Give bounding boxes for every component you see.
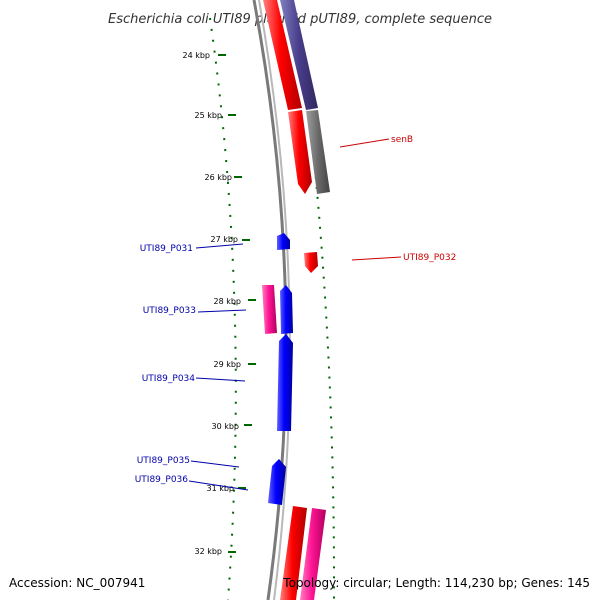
feature-lower-pink[interactable] xyxy=(300,508,326,600)
gene-uti89-p032[interactable] xyxy=(304,252,318,273)
leader-uti89-p035 xyxy=(190,460,240,468)
gene-label-uti89-p033[interactable]: UTI89_P033 xyxy=(143,306,196,316)
map-title: Escherichia coli UTI89 plasmid pUTI89, c… xyxy=(108,12,492,27)
tick-label-31kbp: 31 kbp xyxy=(206,484,234,493)
gene-label-uti89-p031[interactable]: UTI89_P031 xyxy=(140,244,193,254)
gene-uti89-p033-pink[interactable] xyxy=(262,285,277,334)
tick-label-28kbp: 28 kbp xyxy=(213,297,241,306)
gene-label-uti89-p035[interactable]: UTI89_P035 xyxy=(137,456,190,466)
accession-text: Accession: NC_007941 xyxy=(9,576,145,590)
gene-label-senb[interactable]: senB xyxy=(391,135,413,145)
leader-uti89-p031 xyxy=(195,243,244,249)
gene-uti89-p031[interactable] xyxy=(277,233,290,250)
gene-uti89-p034[interactable] xyxy=(277,334,293,431)
leader-senb xyxy=(339,138,390,148)
gc-skew-inner-arc xyxy=(209,17,237,600)
leader-uti89-p032 xyxy=(351,256,402,261)
tick-label-32kbp: 32 kbp xyxy=(194,547,222,556)
gene-label-uti89-p034[interactable]: UTI89_P034 xyxy=(142,374,196,384)
leader-uti89-p034 xyxy=(195,377,246,382)
cds-feature-senb-red[interactable] xyxy=(288,110,312,194)
tick-label-26kbp: 26 kbp xyxy=(204,173,232,182)
tick-label-29kbp: 29 kbp xyxy=(213,360,241,369)
tick-marks xyxy=(218,54,256,553)
gene-uti89-p036[interactable] xyxy=(268,459,286,505)
tick-label-30kbp: 30 kbp xyxy=(211,422,239,431)
leader-uti89-p033 xyxy=(197,309,247,313)
feature-slate-upper[interactable] xyxy=(280,0,318,110)
tick-label-27kbp: 27 kbp xyxy=(210,235,238,244)
cds-feature-upper-red[interactable] xyxy=(263,0,302,110)
tick-label-25kbp: 25 kbp xyxy=(194,111,222,120)
feature-grey-senb[interactable] xyxy=(306,110,330,194)
gene-uti89-p033[interactable] xyxy=(280,285,293,334)
tick-label-24kbp: 24 kbp xyxy=(182,51,210,60)
gene-label-uti89-p032[interactable]: UTI89_P032 xyxy=(403,253,456,263)
leader-uti89-p036 xyxy=(188,480,249,491)
cds-feature-lower-red[interactable] xyxy=(280,506,307,600)
gene-label-uti89-p036[interactable]: UTI89_P036 xyxy=(135,475,189,485)
topology-summary: Topology: circular; Length: 114,230 bp; … xyxy=(282,576,590,590)
